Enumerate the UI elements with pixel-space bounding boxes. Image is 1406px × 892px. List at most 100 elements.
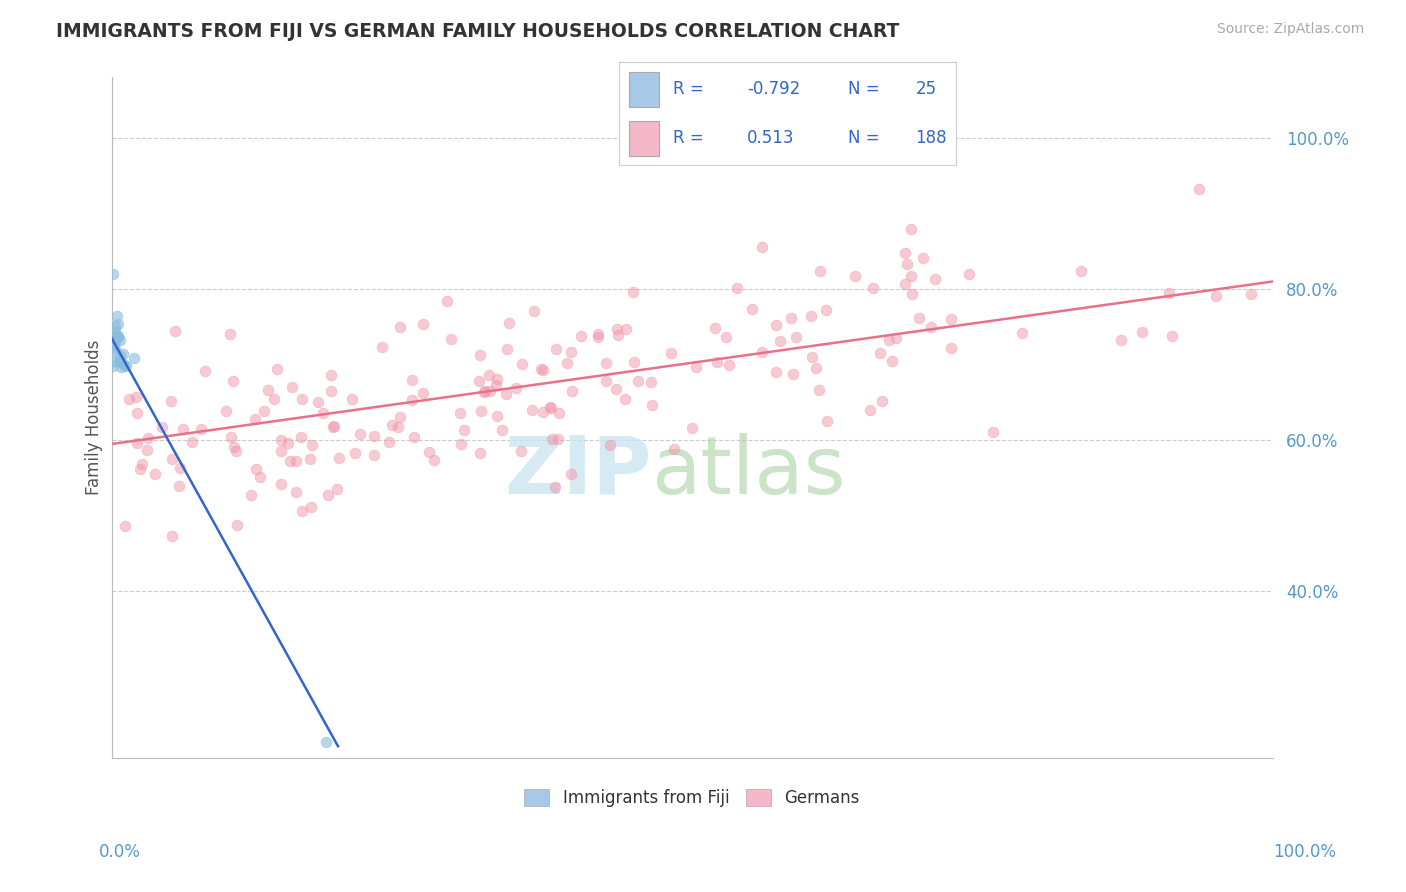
Point — [388, 319, 411, 334]
Point — [190, 422, 212, 436]
Point — [124, 351, 146, 365]
Point — [920, 319, 942, 334]
Point — [103, 337, 125, 351]
Point — [862, 281, 884, 295]
Point — [531, 363, 554, 377]
Point — [623, 285, 645, 299]
Point — [436, 294, 458, 309]
Text: 0.0%: 0.0% — [98, 843, 141, 861]
Point — [808, 383, 831, 397]
Point — [160, 451, 183, 466]
Point — [569, 329, 592, 343]
Point — [108, 353, 131, 368]
Point — [614, 392, 637, 406]
Point — [449, 406, 471, 420]
Text: N =: N = — [848, 80, 884, 98]
Point — [104, 319, 127, 334]
Point — [605, 322, 627, 336]
Point — [560, 467, 582, 482]
Point — [252, 404, 274, 418]
Point — [404, 430, 426, 444]
Point — [472, 384, 495, 399]
Text: 100.0%: 100.0% — [1272, 843, 1336, 861]
Point — [118, 392, 141, 406]
Point — [894, 277, 917, 291]
Point — [285, 485, 308, 500]
Point — [1188, 182, 1211, 196]
Point — [474, 384, 496, 399]
Point — [886, 331, 908, 345]
Text: N =: N = — [848, 129, 884, 147]
Point — [924, 272, 946, 286]
Text: -0.792: -0.792 — [747, 80, 800, 98]
Point — [520, 402, 543, 417]
Point — [125, 390, 148, 404]
Point — [588, 330, 610, 344]
Point — [225, 443, 247, 458]
Point — [136, 431, 159, 445]
Point — [321, 384, 343, 398]
Point — [685, 359, 707, 374]
Point — [595, 356, 617, 370]
Point — [981, 425, 1004, 439]
Point — [880, 353, 903, 368]
Point — [101, 267, 124, 281]
Point — [453, 423, 475, 437]
Text: Source: ZipAtlas.com: Source: ZipAtlas.com — [1216, 22, 1364, 37]
Point — [135, 443, 157, 458]
Point — [114, 359, 136, 373]
Point — [111, 347, 134, 361]
Point — [544, 480, 567, 494]
Point — [844, 269, 866, 284]
Point — [104, 324, 127, 338]
Point — [103, 341, 125, 355]
Point — [226, 518, 249, 533]
Point — [808, 264, 831, 278]
Point — [1070, 264, 1092, 278]
Point — [538, 400, 561, 414]
Point — [290, 430, 312, 444]
Point — [285, 453, 308, 467]
Point — [560, 345, 582, 359]
Point — [1205, 288, 1227, 302]
Point — [510, 358, 533, 372]
Text: 0.513: 0.513 — [747, 129, 794, 147]
Point — [326, 482, 349, 496]
Point — [1157, 286, 1180, 301]
Point — [479, 384, 502, 398]
Point — [478, 368, 501, 383]
Point — [896, 257, 918, 271]
Point — [706, 355, 728, 369]
Point — [681, 421, 703, 435]
Point — [108, 334, 131, 348]
Y-axis label: Family Households: Family Households — [86, 340, 103, 495]
Point — [877, 334, 900, 348]
Point — [363, 448, 385, 462]
Point — [104, 328, 127, 343]
Point — [312, 406, 335, 420]
Point — [291, 504, 314, 518]
Point — [322, 420, 344, 434]
Point — [1240, 287, 1263, 301]
Point — [125, 406, 148, 420]
Point — [105, 309, 128, 323]
Point — [219, 430, 242, 444]
Point — [523, 304, 546, 318]
Point — [281, 380, 304, 394]
Point — [169, 461, 191, 475]
Point — [496, 342, 519, 356]
Point — [911, 251, 934, 265]
Point — [586, 327, 609, 342]
Point — [101, 354, 124, 368]
Point — [301, 438, 323, 452]
Point — [510, 444, 533, 458]
Point — [901, 287, 924, 301]
Point — [957, 267, 980, 281]
Text: R =: R = — [672, 80, 709, 98]
Point — [614, 322, 637, 336]
Point — [468, 446, 491, 460]
Point — [291, 392, 314, 406]
Point — [363, 429, 385, 443]
Point — [222, 440, 245, 454]
Point — [169, 479, 191, 493]
